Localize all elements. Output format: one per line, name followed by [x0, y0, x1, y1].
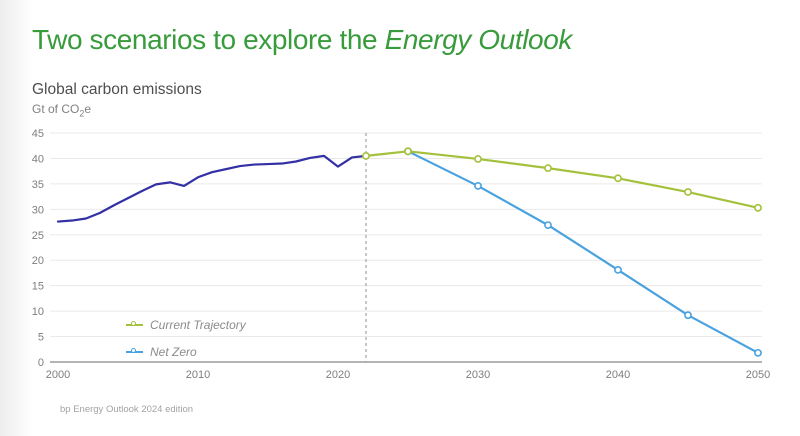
y-tick-label: 30 [32, 204, 44, 216]
x-tick-label: 2020 [326, 369, 350, 381]
legend-label: Net Zero [150, 345, 197, 359]
y-tick-label: 35 [32, 179, 44, 191]
chart-title: Global carbon emissions [32, 81, 202, 98]
source-note: bp Energy Outlook 2024 edition [60, 404, 194, 415]
data-point-marker-net-zero [684, 311, 692, 320]
x-tick-label: 2000 [46, 369, 70, 381]
series-line-history [56, 154, 368, 223]
current-trajectory-swatch-icon [126, 321, 143, 330]
series-line-net-zero [406, 150, 760, 354]
data-point-marker-current-trajectory [362, 152, 370, 160]
data-point-marker-current-trajectory [754, 203, 762, 212]
data-point-marker-current-trajectory [474, 155, 482, 163]
y-tick-label: 20 [32, 255, 44, 267]
data-point-marker-net-zero [754, 348, 762, 357]
data-point-marker-net-zero [544, 221, 552, 230]
y-tick-label: 45 [32, 128, 44, 140]
chart-unit-label: Gt of CO2e [32, 102, 92, 119]
net-zero-swatch-icon [126, 348, 143, 357]
y-tick-label: 0 [38, 357, 44, 369]
data-point-marker-current-trajectory [404, 147, 412, 156]
y-tick-label: 40 [32, 153, 44, 165]
x-tick-label: 2030 [466, 369, 490, 381]
page-title-text: Two scenarios to explore the [32, 24, 385, 55]
data-point-marker-current-trajectory [684, 188, 692, 196]
legend-label: Current Trajectory [150, 318, 246, 332]
y-tick-label: 5 [38, 332, 44, 344]
data-point-marker-current-trajectory [614, 174, 622, 183]
page-title: Two scenarios to explore the Energy Outl… [32, 24, 572, 56]
page-title-italic-text: Energy Outlook [384, 24, 573, 55]
legend-item-net-zero: Net Zero [126, 345, 197, 359]
y-tick-label: 15 [32, 281, 44, 293]
emissions-chart: 0 5 10 15 20 25 30 35 40 45 2000 2010 2020 2030 2040 20… [32, 128, 770, 381]
y-tick-label: 10 [32, 306, 44, 318]
x-tick-label: 2010 [186, 369, 210, 381]
data-point-marker-current-trajectory [544, 164, 552, 173]
x-tick-label: 2040 [606, 369, 630, 381]
legend-item-current-trajectory: Current Trajectory [126, 318, 246, 332]
data-point-marker-net-zero [614, 265, 622, 274]
y-tick-label: 25 [32, 230, 44, 242]
x-tick-label: 2050 [746, 369, 770, 381]
data-point-marker-net-zero [474, 182, 482, 190]
